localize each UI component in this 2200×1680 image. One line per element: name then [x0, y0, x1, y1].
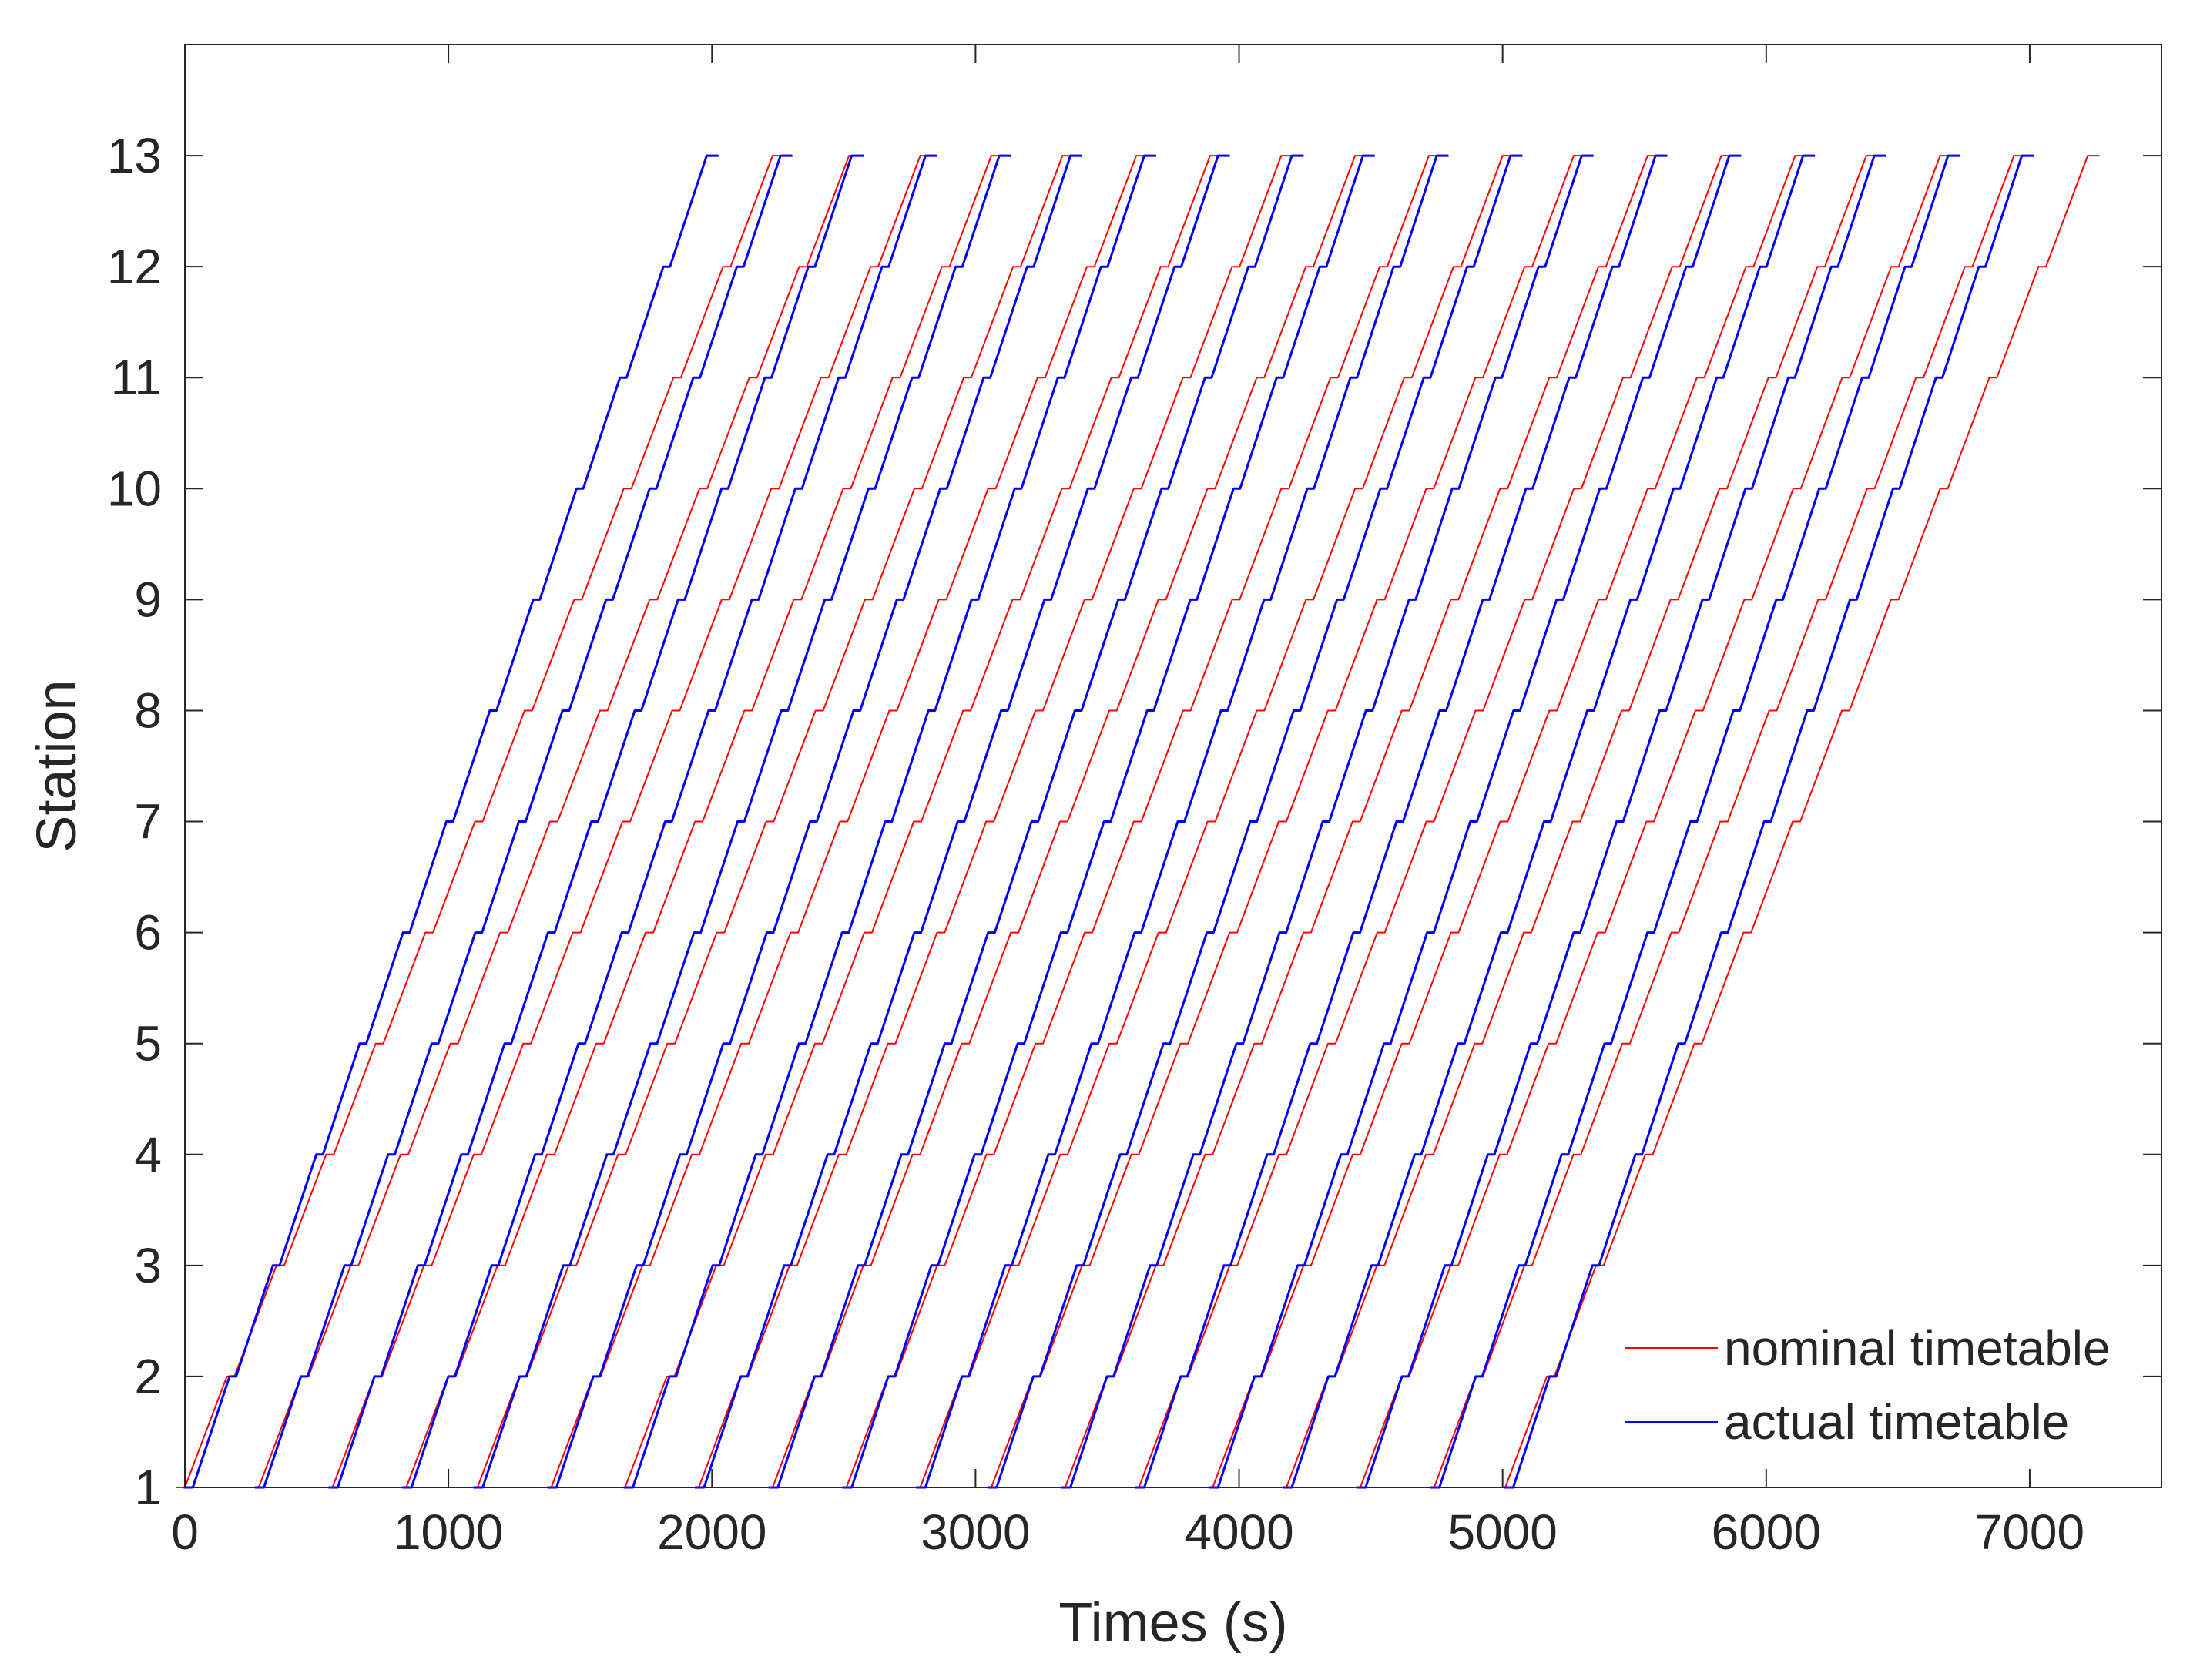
y-tick-label: 10: [107, 461, 162, 516]
plot-data-layer: [176, 154, 2100, 1489]
y-tick-label: 2: [134, 1349, 162, 1404]
actual-train-line-16: [1283, 154, 1816, 1489]
series-actual-timetable: [183, 154, 2034, 1489]
y-tick-label: 4: [134, 1127, 162, 1182]
actual-train-line-8: [695, 154, 1230, 1489]
y-tick-label: 6: [134, 905, 162, 961]
actual-train-line-5: [473, 154, 1011, 1489]
actual-train-line-19: [1504, 154, 2034, 1489]
actual-train-line-4: [402, 154, 937, 1489]
actual-train-line-3: [328, 154, 864, 1489]
x-axis-ticks: 0 1000 2000 3000 4000 5000 6000 7000: [171, 45, 2084, 1560]
actual-train-line-14: [1135, 154, 1668, 1489]
x-tick-label: 2000: [657, 1504, 766, 1560]
actual-train-line-12: [987, 154, 1523, 1489]
actual-train-line-15: [1209, 154, 1742, 1489]
x-tick-label: 0: [171, 1504, 199, 1560]
x-axis-label: Times (s): [1058, 1592, 1287, 1654]
legend: nominal timetable actual timetable: [1625, 1320, 2111, 1450]
y-tick-label: 7: [134, 794, 162, 850]
actual-train-line-11: [916, 154, 1449, 1489]
y-tick-label: 8: [134, 682, 162, 738]
actual-train-line-7: [623, 154, 1156, 1489]
y-tick-label: 11: [111, 350, 162, 405]
actual-train-line-17: [1356, 154, 1886, 1489]
y-tick-label: 5: [134, 1016, 162, 1071]
x-tick-label: 4000: [1184, 1504, 1293, 1560]
actual-train-line-10: [842, 154, 1375, 1489]
y-tick-label: 12: [107, 239, 162, 294]
actual-train-line-6: [547, 154, 1082, 1489]
legend-label-actual: actual timetable: [1724, 1394, 2069, 1450]
y-tick-label: 1: [134, 1460, 162, 1515]
x-tick-label: 5000: [1447, 1504, 1557, 1560]
x-tick-label: 3000: [921, 1504, 1030, 1560]
actual-train-line-2: [254, 154, 793, 1489]
x-tick-label: 6000: [1712, 1504, 1821, 1560]
x-tick-label: 1000: [394, 1504, 503, 1560]
actual-train-line-1: [183, 154, 719, 1489]
actual-train-line-13: [1061, 154, 1594, 1489]
y-axis-label: Station: [26, 679, 88, 852]
y-tick-label: 13: [107, 128, 162, 183]
x-tick-label: 7000: [1975, 1504, 2084, 1560]
actual-train-line-18: [1430, 154, 1960, 1489]
legend-label-nominal: nominal timetable: [1724, 1320, 2111, 1376]
y-tick-label: 3: [134, 1238, 162, 1293]
y-tick-label: 9: [134, 572, 162, 627]
actual-train-line-9: [768, 154, 1304, 1489]
axes-box: [184, 44, 2162, 1488]
